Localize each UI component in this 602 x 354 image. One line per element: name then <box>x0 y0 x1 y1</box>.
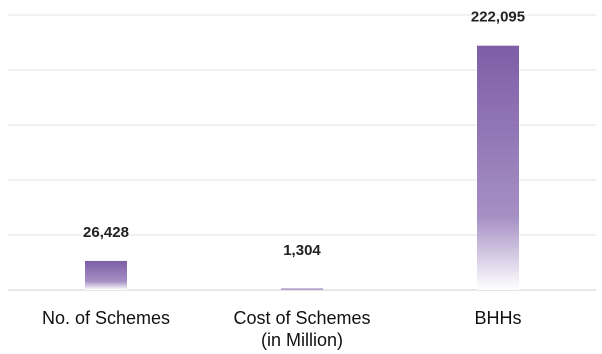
data-label-2: 222,095 <box>471 9 525 26</box>
category-labels: No. of Schemes Cost of Schemes(in Million… <box>42 308 522 350</box>
bar-2 <box>477 45 519 291</box>
data-label-1: 1,304 <box>283 242 321 259</box>
bar-0 <box>85 260 127 290</box>
bar-1 <box>281 288 323 290</box>
category-label-2: BHHs <box>474 308 521 328</box>
bars <box>85 45 519 291</box>
category-label-0: No. of Schemes <box>42 308 170 328</box>
data-label-0: 26,428 <box>83 224 129 241</box>
category-label-1-line-1: (in Million) <box>261 330 343 350</box>
category-label-1: Cost of Schemes <box>233 308 370 328</box>
data-labels: 26,428 1,304 222,095 <box>83 9 525 259</box>
